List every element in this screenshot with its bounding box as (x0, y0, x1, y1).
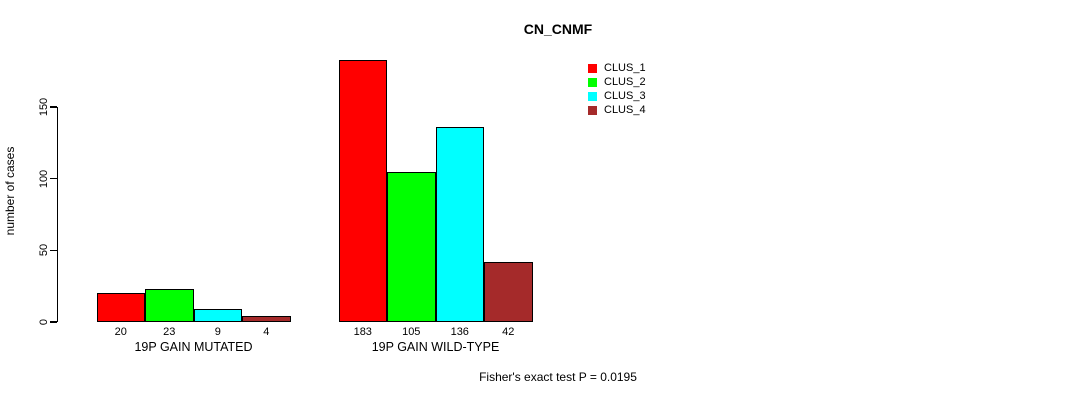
legend-swatch-icon (588, 91, 597, 101)
bar-clus_2 (145, 289, 194, 322)
legend-swatch-icon (588, 63, 597, 73)
bar-value-label: 4 (263, 326, 270, 338)
bar-value-label: 105 (402, 326, 421, 338)
bar-clus_1 (96, 293, 145, 322)
y-axis-tick-label: 100 (38, 169, 50, 188)
bar-value-label: 23 (163, 326, 176, 338)
legend-item-clus_4: CLUS_4 (588, 103, 646, 117)
y-axis-tick (49, 249, 57, 252)
bar-clus_3 (193, 309, 242, 322)
bar-value-label: 136 (450, 326, 469, 338)
legend-label: CLUS_3 (604, 90, 646, 102)
y-axis-label: number of cases (3, 146, 17, 236)
legend-label: CLUS_4 (604, 104, 646, 116)
bar-clus_2 (387, 171, 436, 322)
bar-value-label: 20 (114, 326, 127, 338)
legend-item-clus_3: CLUS_3 (588, 89, 646, 103)
bar-value-label: 183 (353, 326, 372, 338)
legend-item-clus_1: CLUS_1 (588, 61, 646, 75)
bar-clus_4 (484, 261, 533, 322)
legend-swatch-icon (588, 105, 597, 115)
x-group-label: 19P GAIN WILD-TYPE (371, 340, 500, 354)
y-axis-tick-label: 0 (38, 318, 50, 326)
legend-label: CLUS_1 (604, 62, 646, 74)
y-axis-tick (49, 106, 57, 108)
fisher-test-annotation: Fisher's exact test P = 0.0195 (479, 370, 637, 384)
y-axis-tick (49, 321, 57, 323)
bar-clus_3 (435, 127, 484, 322)
legend: CLUS_1 CLUS_2 CLUS_3 CLUS_4 (588, 61, 646, 117)
y-axis-line (56, 107, 58, 322)
y-axis-tick-label: 50 (38, 244, 50, 257)
y-axis-tick-label: 150 (38, 97, 50, 117)
legend-item-clus_2: CLUS_2 (588, 75, 646, 89)
bar-value-label: 9 (214, 326, 221, 338)
y-axis-tick (49, 177, 57, 180)
x-group-label: 19P GAIN MUTATED (134, 340, 253, 354)
bar-value-label: 42 (502, 326, 515, 338)
bar-clus_1 (338, 59, 387, 322)
legend-swatch-icon (588, 77, 597, 87)
chart-title: CN_CNMF (523, 21, 593, 37)
bar-clus_4 (242, 316, 291, 322)
legend-label: CLUS_2 (604, 76, 646, 88)
